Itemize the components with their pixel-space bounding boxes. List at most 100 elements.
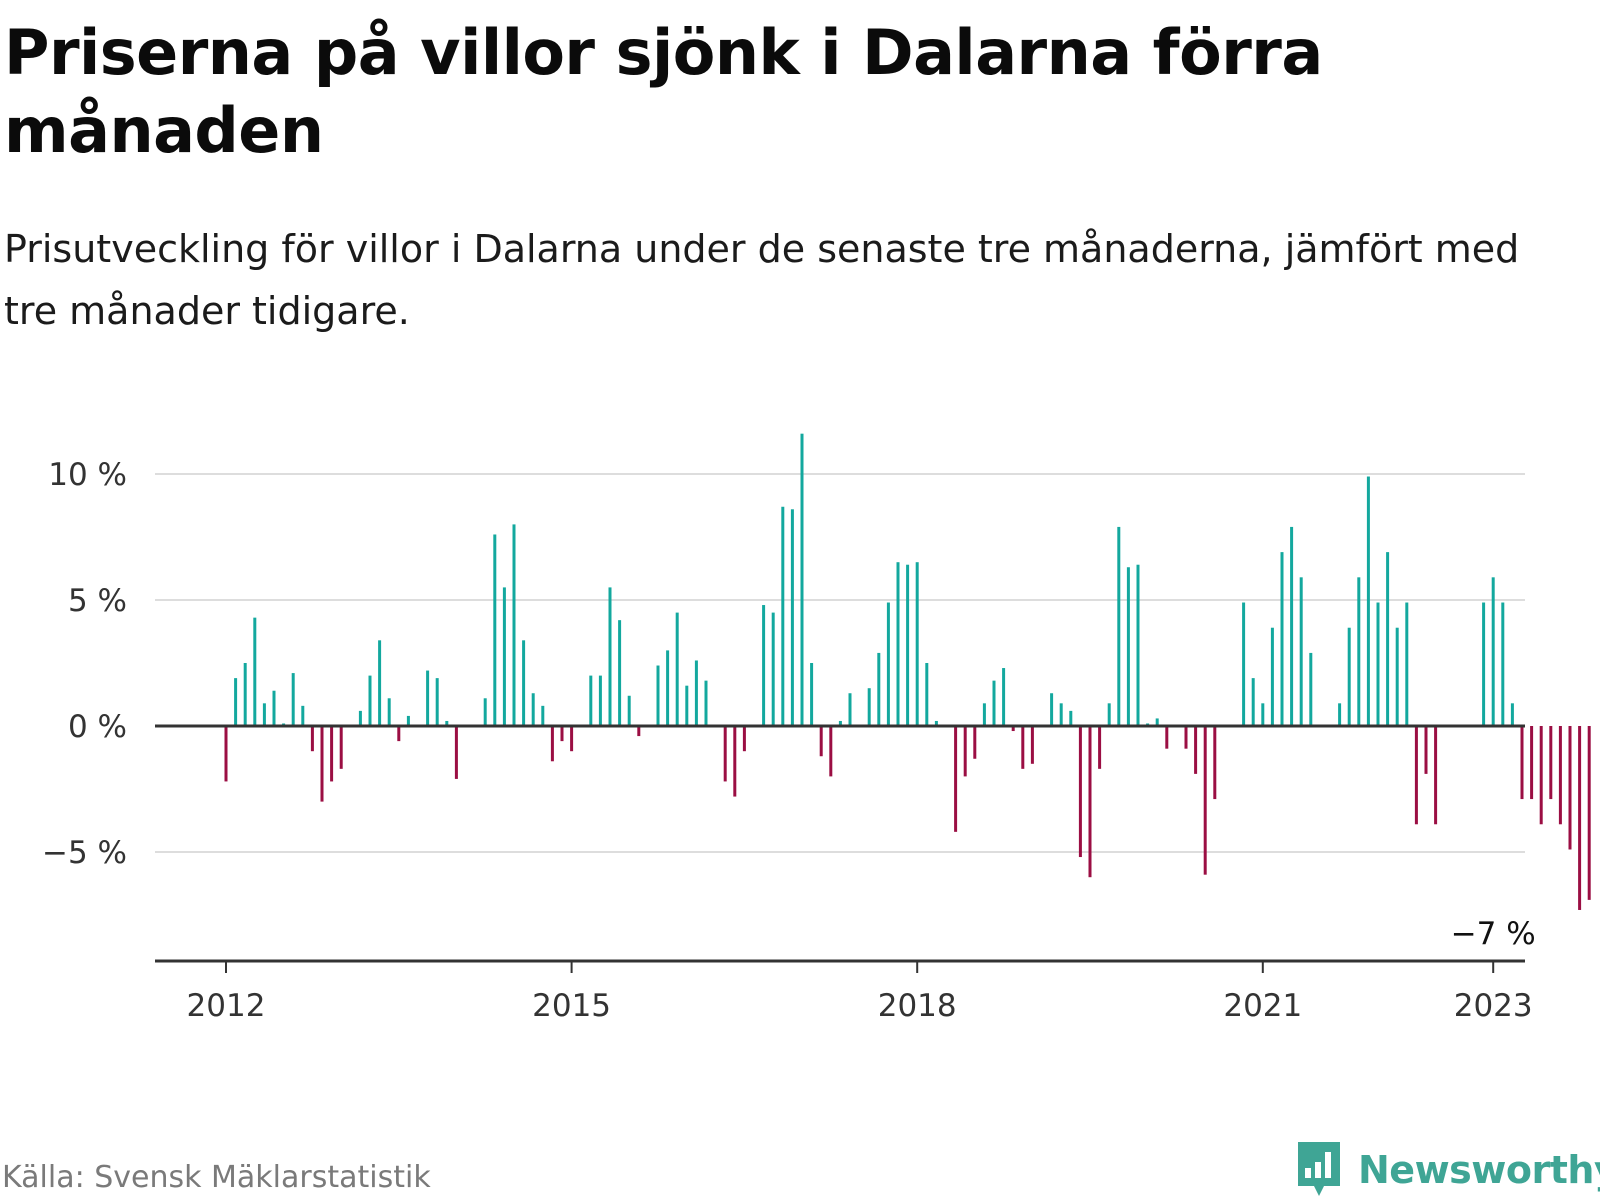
- bar: [1424, 726, 1428, 774]
- bar: [310, 726, 314, 752]
- x-tick-label: 2012: [187, 988, 266, 1024]
- x-tick-label: 2018: [878, 988, 957, 1024]
- bar: [790, 509, 794, 726]
- x-tick-label: 2015: [532, 988, 611, 1024]
- bar: [445, 720, 449, 726]
- bar: [1030, 726, 1034, 764]
- bar: [1338, 703, 1342, 726]
- bar: [406, 715, 410, 726]
- bar: [1491, 577, 1495, 726]
- bar: [1587, 726, 1591, 900]
- bar: [224, 726, 228, 782]
- y-tick-label: 10 %: [48, 457, 127, 493]
- bar: [1059, 703, 1063, 726]
- bar: [330, 726, 334, 782]
- bar: [1107, 703, 1111, 726]
- bar: [1098, 726, 1102, 769]
- bar: [982, 703, 986, 726]
- bar: [1386, 552, 1390, 726]
- y-tick-label: 5 %: [68, 583, 127, 619]
- bar: [483, 698, 487, 726]
- bar: [1251, 678, 1255, 726]
- source-note: Källa: Svensk Mäklarstatistik: [2, 1160, 431, 1195]
- bar: [1376, 602, 1380, 726]
- bar: [493, 534, 497, 726]
- bar: [1261, 703, 1265, 726]
- last-value-label: −7 %: [1451, 916, 1536, 952]
- bar: [1242, 602, 1246, 726]
- bar: [925, 663, 929, 726]
- bar: [1069, 710, 1073, 726]
- y-axis-labels: 10 % 5 % 0 % −5 %: [42, 457, 127, 871]
- bar: [1549, 726, 1553, 800]
- bar: [301, 705, 305, 726]
- bar: [694, 660, 698, 726]
- bar: [570, 726, 574, 752]
- bar: [1299, 577, 1303, 726]
- bar: [1002, 668, 1006, 726]
- bar: [1501, 602, 1505, 726]
- bar: [262, 703, 266, 726]
- bar: [358, 710, 362, 726]
- bar: [550, 726, 554, 762]
- bar: [1309, 652, 1313, 726]
- bar: [618, 620, 622, 726]
- bar: [339, 726, 343, 769]
- brand-logo[interactable]: Newsworthy: [1294, 1140, 1600, 1200]
- bar: [1510, 703, 1514, 726]
- bar: [1568, 726, 1572, 850]
- bar: [589, 675, 593, 726]
- bar: [512, 524, 516, 726]
- bar: [637, 726, 641, 737]
- bar: [1078, 726, 1082, 858]
- bar: [627, 695, 631, 726]
- bar: [272, 690, 276, 726]
- bar: [1126, 567, 1130, 726]
- bar: [531, 693, 535, 726]
- bar: [522, 640, 526, 726]
- bar: [685, 685, 689, 726]
- bar: [1088, 726, 1092, 878]
- bar: [1434, 726, 1438, 825]
- bar: [598, 675, 602, 726]
- brand-name: Newsworthy: [1358, 1148, 1600, 1192]
- bar: [723, 726, 727, 782]
- bar: [810, 663, 814, 726]
- bar: [829, 726, 833, 777]
- bar: [1155, 718, 1159, 726]
- bar: [896, 562, 900, 726]
- bar: [608, 587, 612, 726]
- bar: [1136, 564, 1140, 726]
- bar: [1578, 726, 1582, 910]
- bar: [1530, 726, 1534, 800]
- bar: [1558, 726, 1562, 825]
- bar: [762, 605, 766, 726]
- annotations: −7 %: [1451, 916, 1536, 952]
- bar: [838, 720, 842, 726]
- chart-title: Priserna på villor sjönk i Dalarna förra…: [4, 16, 1323, 167]
- bar: [1203, 726, 1207, 875]
- bar: [1366, 476, 1370, 726]
- bar: [877, 652, 881, 726]
- bar: [426, 670, 430, 726]
- bar: [733, 726, 737, 797]
- bar: [781, 506, 785, 726]
- chart-subtitle: Prisutveckling för villor i Dalarna unde…: [4, 227, 1520, 333]
- bar: [541, 705, 545, 726]
- x-tick-label: 2023: [1454, 988, 1533, 1024]
- bar: [1290, 526, 1294, 726]
- bar: [848, 693, 852, 726]
- bar: [1270, 627, 1274, 726]
- bar: [560, 726, 564, 742]
- bar: [454, 726, 458, 779]
- bar: [1482, 602, 1486, 726]
- bar: [1357, 577, 1361, 726]
- bar: [1539, 726, 1543, 825]
- bar: [435, 678, 439, 726]
- bar: [1395, 627, 1399, 726]
- bar: [1280, 552, 1284, 726]
- bar: [368, 675, 372, 726]
- bar: [378, 640, 382, 726]
- bar: [963, 726, 967, 777]
